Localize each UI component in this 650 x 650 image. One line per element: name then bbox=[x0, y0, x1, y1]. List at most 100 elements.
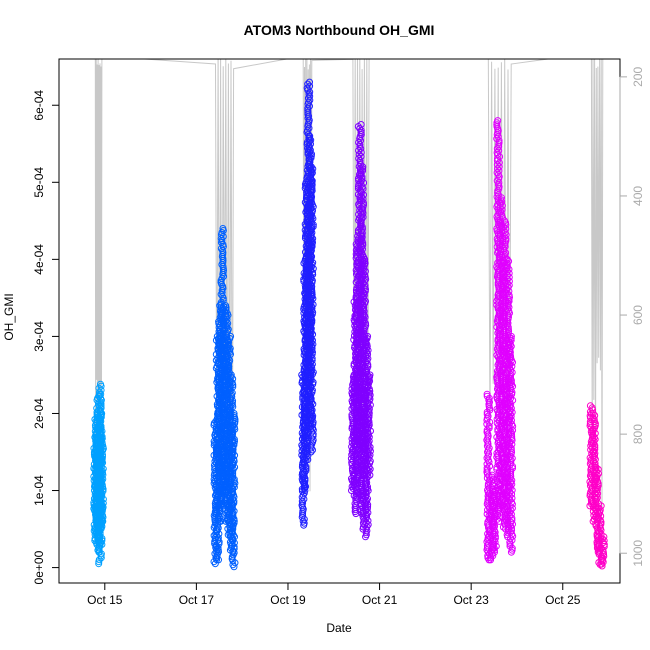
y2-tick-label: 400 bbox=[631, 186, 645, 206]
data-point bbox=[498, 194, 505, 202]
data-point bbox=[483, 390, 491, 398]
data-point bbox=[357, 169, 365, 177]
data-point bbox=[493, 121, 501, 129]
series-3 bbox=[298, 78, 317, 529]
series-6 bbox=[586, 402, 608, 570]
y2-tick-label: 800 bbox=[631, 424, 645, 444]
data-point bbox=[307, 384, 315, 392]
data-point bbox=[595, 470, 602, 477]
data-point bbox=[487, 556, 495, 564]
y-axis-title: OH_GMI bbox=[2, 293, 16, 340]
data-point bbox=[594, 465, 602, 473]
data-point bbox=[360, 199, 367, 207]
data-point bbox=[308, 150, 315, 158]
data-point bbox=[495, 163, 503, 171]
series-4 bbox=[347, 121, 374, 541]
data-point bbox=[222, 302, 230, 310]
data-point bbox=[506, 538, 514, 546]
x-tick-label: Oct 21 bbox=[362, 593, 398, 607]
data-point bbox=[304, 80, 312, 88]
data-point bbox=[357, 153, 365, 160]
data-point bbox=[306, 132, 314, 140]
data-point bbox=[357, 247, 365, 255]
data-point bbox=[594, 482, 602, 490]
data-point bbox=[309, 165, 317, 173]
data-point bbox=[493, 169, 501, 177]
data-point bbox=[506, 542, 514, 550]
data-point bbox=[359, 167, 367, 175]
data-point bbox=[600, 533, 608, 541]
series-1 bbox=[90, 380, 107, 568]
data-point bbox=[508, 494, 516, 502]
data-point bbox=[505, 257, 513, 265]
data-point bbox=[595, 504, 603, 512]
data-point bbox=[506, 492, 514, 500]
data-point bbox=[485, 394, 493, 402]
data-point bbox=[99, 499, 107, 507]
data-point bbox=[355, 155, 363, 162]
data-point bbox=[599, 535, 606, 543]
data-point bbox=[95, 556, 103, 564]
x-tick-label: Oct 23 bbox=[453, 593, 489, 607]
data-point bbox=[217, 517, 225, 525]
data-point bbox=[97, 380, 104, 388]
data-point bbox=[98, 410, 106, 417]
data-point bbox=[507, 336, 515, 344]
data-point bbox=[503, 259, 511, 267]
data-point bbox=[596, 506, 604, 514]
data-point bbox=[503, 255, 511, 263]
data-point bbox=[95, 560, 103, 568]
data-point bbox=[97, 509, 105, 517]
x-tick-label: Oct 17 bbox=[179, 593, 215, 607]
y-tick-label: 5e-04 bbox=[32, 167, 46, 198]
data-point bbox=[98, 427, 106, 435]
data-point bbox=[505, 269, 513, 277]
y2-tick-label: 600 bbox=[631, 305, 645, 325]
data-point bbox=[366, 371, 374, 379]
data-point bbox=[508, 544, 516, 552]
x-tick-label: Oct 15 bbox=[87, 593, 123, 607]
data-point bbox=[356, 125, 364, 132]
series-2 bbox=[210, 225, 239, 571]
data-point bbox=[506, 442, 514, 450]
y-tick-label: 1e-04 bbox=[32, 475, 46, 506]
data-point bbox=[307, 163, 315, 171]
data-point bbox=[359, 163, 367, 171]
data-point bbox=[309, 223, 317, 231]
data-point bbox=[222, 313, 230, 321]
data-point bbox=[309, 330, 317, 338]
data-point bbox=[505, 277, 513, 285]
data-point bbox=[593, 467, 600, 475]
data-point bbox=[364, 332, 372, 340]
pressure-line-layer bbox=[94, 59, 604, 511]
data-point bbox=[591, 412, 599, 419]
data-point bbox=[97, 550, 105, 558]
data-point bbox=[361, 255, 369, 263]
plot-frame bbox=[58, 58, 621, 584]
data-point bbox=[227, 373, 235, 381]
data-point bbox=[364, 521, 372, 529]
data-point bbox=[219, 225, 227, 232]
data-point bbox=[229, 383, 237, 391]
data-point bbox=[217, 278, 225, 286]
data-point bbox=[508, 514, 516, 522]
data-point bbox=[231, 437, 238, 445]
data-point bbox=[357, 171, 365, 179]
data-point bbox=[507, 470, 515, 478]
data-points-layer bbox=[90, 78, 608, 571]
data-point bbox=[357, 129, 365, 136]
data-point bbox=[307, 196, 315, 204]
data-point bbox=[503, 279, 511, 287]
data-point bbox=[483, 392, 491, 400]
data-point bbox=[218, 229, 226, 236]
data-point bbox=[507, 332, 515, 340]
data-point bbox=[494, 117, 502, 125]
y-tick-label: 0e+00 bbox=[32, 550, 46, 584]
data-point bbox=[229, 485, 237, 493]
data-point bbox=[95, 384, 103, 392]
series-5 bbox=[483, 117, 517, 564]
data-point bbox=[505, 281, 513, 289]
y-tick-label: 3e-04 bbox=[32, 321, 46, 352]
data-point bbox=[98, 433, 106, 441]
